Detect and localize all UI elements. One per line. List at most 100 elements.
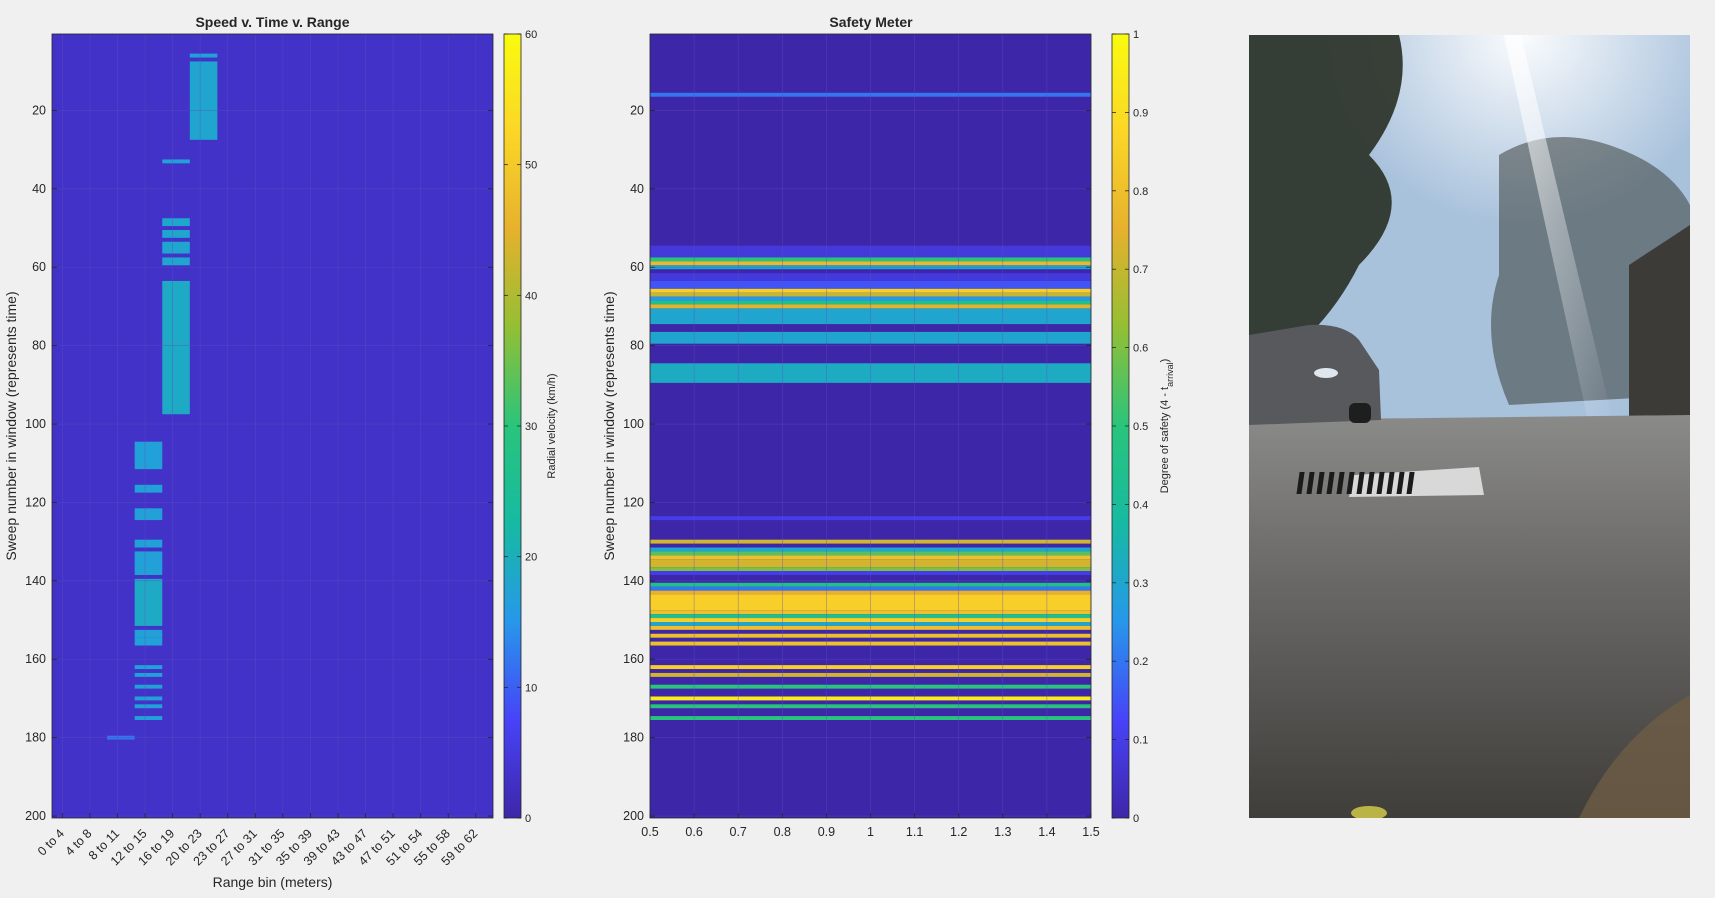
drain-slot	[1326, 472, 1335, 494]
drain-slot	[1386, 472, 1395, 494]
car-headlight	[1314, 368, 1338, 378]
speed-colorbar-tick-label: 20	[525, 552, 537, 564]
safety-y-tick-label: 40	[630, 182, 644, 196]
right-building	[1629, 225, 1690, 425]
speed-heatmap-cell	[134, 696, 163, 701]
speed-heatmap-cell	[134, 672, 163, 677]
speed-colorbar-label: Radial velocity (km/h)	[546, 373, 558, 478]
safety-x-tick-label: 0.8	[774, 825, 791, 839]
speed-heatmap-cell	[134, 551, 163, 575]
lens-flare	[1504, 35, 1614, 425]
speed-heatmap-cell	[162, 218, 190, 227]
speed-x-axis-label: Range bin (meters)	[213, 874, 333, 890]
drain-slot	[1356, 472, 1365, 494]
safety-x-tick-label: 1.5	[1082, 825, 1099, 839]
speed-y-tick-label: 200	[25, 809, 46, 823]
speed-colorbar-tick-label: 0	[525, 813, 531, 825]
safety-colorbar-label-main: Degree of safety (4 - t	[1159, 387, 1171, 493]
speed-colorbar-tick-label: 10	[525, 682, 537, 694]
safety-y-ticks: 20 40 60 80 100 120 140 160 180 200	[623, 103, 1091, 823]
safety-colorbar-tick-label: 0.1	[1133, 735, 1148, 747]
speed-heatmap-cell	[162, 257, 190, 266]
speed-y-tick-label: 120	[25, 495, 46, 509]
safety-y-tick-label: 140	[623, 574, 644, 588]
safety-colorbar-label: Degree of safety (4 - tarrival)	[1159, 359, 1175, 494]
safety-colorbar-tick-label: 0.3	[1133, 578, 1148, 590]
speed-y-ticks: 20 40 60 80 100 120 140 160 180 200	[25, 103, 493, 823]
speed-colorbar-tick-label: 50	[525, 160, 537, 172]
safety-x-tick-label: 1.3	[994, 825, 1011, 839]
safety-x-tick-label: 1	[867, 825, 874, 839]
safety-colorbar-tick-label: 0	[1133, 813, 1139, 825]
speed-heatmap-cell	[162, 280, 190, 415]
safety-y-tick-label: 160	[623, 652, 644, 666]
speed-heatmap-grid	[52, 34, 493, 818]
safety-heatmap-panel: Safety Meter 20406080100120140160180200 …	[601, 14, 1100, 839]
speed-y-tick-label: 80	[32, 339, 46, 353]
safety-colorbar-tick-label: 1	[1133, 29, 1139, 41]
road-surface	[1249, 415, 1690, 818]
safety-y-axis-label: Sweep number in window (represents time)	[601, 291, 617, 560]
speed-heatmap-cell	[134, 637, 163, 646]
speed-heatmap-cell	[134, 665, 163, 670]
speed-heatmap-cell	[134, 629, 163, 638]
safety-chart-title: Safety Meter	[829, 14, 913, 30]
speed-y-tick-label: 20	[32, 103, 46, 117]
speed-x-tick-label: 0 to 4	[35, 826, 67, 858]
drain-slot	[1346, 472, 1355, 494]
speed-chart-title: Speed v. Time v. Range	[195, 14, 349, 30]
safety-x-tick-label: 1.1	[906, 825, 923, 839]
safety-x-ticks: 0.5 0.6 0.7 0.8 0.9 1 1.1 1.2 1.3 1.4 1.5	[641, 813, 1100, 839]
car-wheel	[1349, 403, 1371, 423]
safety-colorbar-tick-label: 0.7	[1133, 264, 1148, 276]
safety-colorbar-label-end: )	[1159, 359, 1171, 363]
speed-y-tick-label: 60	[32, 260, 46, 274]
safety-colorbar-tick-label: 0.6	[1133, 343, 1148, 355]
speed-colorbar-tick-label: 60	[525, 29, 537, 41]
speed-colorbar: 0 10 20 30 40 50 60 Radial velocity (km/h)	[503, 29, 558, 825]
speed-heatmap-cell	[162, 159, 190, 164]
drain-slot	[1306, 472, 1315, 494]
safety-colorbar-tick-label: 0.5	[1133, 421, 1148, 433]
speed-y-tick-label: 40	[32, 182, 46, 196]
speed-heatmap-cell	[134, 704, 163, 709]
speed-colorbar-ticks: 0 10 20 30 40 50 60	[504, 29, 537, 825]
safety-colorbar-tick-label: 0.4	[1133, 499, 1148, 511]
drain-slot	[1366, 472, 1375, 494]
speed-heatmap-cell	[134, 484, 163, 493]
yellow-leaf	[1351, 806, 1387, 818]
safety-y-tick-label: 200	[623, 809, 644, 823]
speed-heatmap-cell	[162, 241, 190, 254]
speed-y-tick-label: 140	[25, 574, 46, 588]
safety-x-tick-label: 1.4	[1038, 825, 1055, 839]
drain-slot	[1396, 472, 1405, 494]
speed-y-tick-label: 160	[25, 652, 46, 666]
speed-axes-frame	[51, 33, 494, 819]
speed-heatmap-cell	[189, 53, 218, 58]
safety-y-tick-label: 80	[630, 339, 644, 353]
speed-heatmap-background	[52, 34, 493, 818]
safety-x-tick-label: 0.7	[730, 825, 747, 839]
safety-x-tick-label: 1.2	[950, 825, 967, 839]
drain-slot	[1336, 472, 1345, 494]
safety-colorbar-label-subscript: arrival	[1165, 362, 1175, 387]
speed-heatmap-cell	[134, 441, 163, 470]
drain-slot	[1316, 472, 1325, 494]
speed-heatmap-cell	[134, 539, 163, 548]
speed-heatmap-cells	[52, 34, 493, 818]
safety-y-tick-label: 20	[630, 103, 644, 117]
safety-colorbar-tick-label: 0.9	[1133, 107, 1148, 119]
safety-y-tick-label: 180	[623, 731, 644, 745]
speed-heatmap-cell	[134, 578, 163, 626]
street-scene-drawing	[1249, 35, 1690, 818]
drain-slot	[1376, 472, 1385, 494]
speed-heatmap-cell	[134, 508, 163, 521]
safety-colorbar-tick-label: 0.2	[1133, 656, 1148, 668]
safety-x-tick-label: 0.9	[818, 825, 835, 839]
drain-slot	[1406, 472, 1415, 494]
speed-heatmap-cell	[134, 684, 163, 689]
safety-x-tick-label: 0.5	[641, 825, 658, 839]
safety-y-tick-label: 120	[623, 495, 644, 509]
speed-heatmap-cell	[134, 716, 163, 720]
